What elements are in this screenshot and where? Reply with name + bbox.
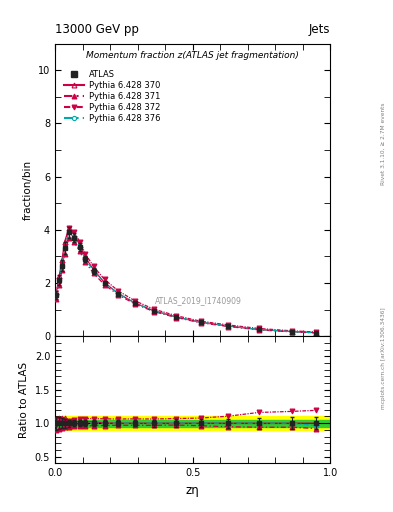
- Text: Jets: Jets: [309, 23, 330, 36]
- X-axis label: zη: zη: [186, 484, 199, 497]
- Y-axis label: Ratio to ATLAS: Ratio to ATLAS: [19, 361, 29, 438]
- Legend: ATLAS, Pythia 6.428 370, Pythia 6.428 371, Pythia 6.428 372, Pythia 6.428 376: ATLAS, Pythia 6.428 370, Pythia 6.428 37…: [62, 68, 162, 125]
- Text: 13000 GeV pp: 13000 GeV pp: [55, 23, 139, 36]
- Text: Rivet 3.1.10, ≥ 2.7M events: Rivet 3.1.10, ≥ 2.7M events: [381, 102, 386, 185]
- Text: Momentum fraction z(ATLAS jet fragmentation): Momentum fraction z(ATLAS jet fragmentat…: [86, 51, 299, 60]
- Text: mcplots.cern.ch [arXiv:1306.3436]: mcplots.cern.ch [arXiv:1306.3436]: [381, 308, 386, 409]
- Text: ATLAS_2019_I1740909: ATLAS_2019_I1740909: [154, 296, 242, 306]
- Y-axis label: fraction/bin: fraction/bin: [22, 160, 32, 220]
